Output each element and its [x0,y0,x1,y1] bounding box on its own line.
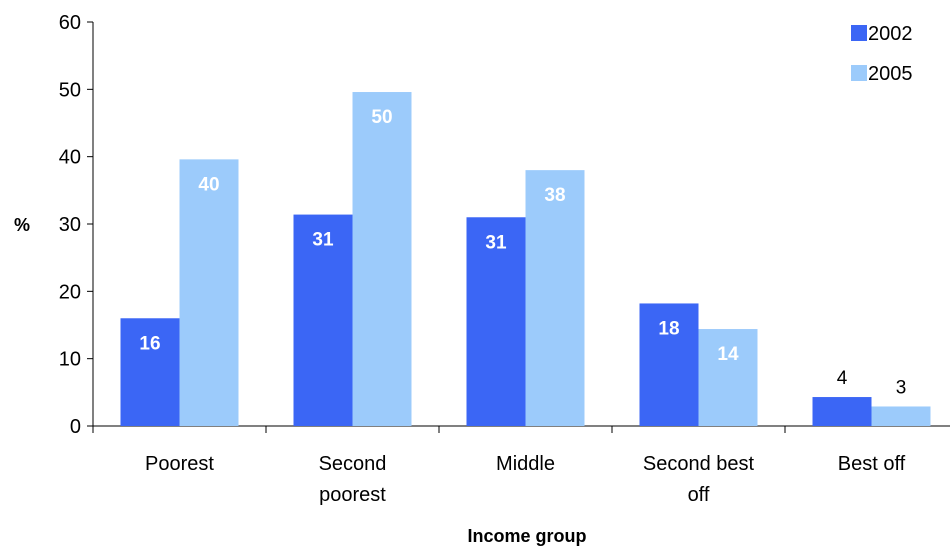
bar-2002 [639,303,699,426]
x-tick-label: Second poorest [319,453,387,506]
bars [120,92,931,427]
x-axis-title: Income group [467,526,586,546]
x-tick-label: Second best off [643,453,755,506]
data-labels: 16 31 31 18 4 40 50 38 14 3 [139,107,906,398]
legend-label-2005: 2005 [868,63,913,85]
legend-label-2002: 2002 [868,23,913,45]
bar-2002 [812,397,872,426]
data-label-2002: 31 [312,230,334,251]
y-axis: 0 10 20 30 40 50 60 [59,12,94,438]
bar-2002 [466,217,526,426]
y-tick-label: 50 [59,79,81,101]
data-label-2005: 38 [544,185,565,206]
x-tick-label: Middle [496,453,555,475]
y-axis-title: % [14,215,30,235]
bar-2005 [525,170,585,426]
legend-swatch-2002 [851,25,867,41]
data-label-2005: 50 [371,107,392,128]
y-tick-label: 0 [70,416,81,438]
y-tick-label: 60 [59,12,81,34]
x-tick-label: Best off [838,453,906,475]
x-tick-label: Poorest [145,453,214,475]
bar-2002 [120,318,180,426]
y-tick-label: 40 [59,147,81,169]
bar-2005 [871,406,931,426]
y-tick-label: 10 [59,349,81,371]
y-tick-label: 20 [59,281,81,303]
legend: 2002 2005 [851,23,913,85]
y-tick-label: 30 [59,214,81,236]
data-label-2002: 18 [658,318,679,339]
bar-2002 [293,214,353,426]
data-label-2005: 3 [896,377,907,398]
bar-2005 [698,329,758,426]
legend-swatch-2005 [851,65,867,81]
data-label-2002: 31 [485,232,507,253]
x-axis: Poorest Second poorest Middle Second best off… [92,425,950,506]
bar-2005 [179,159,239,427]
data-label-2002: 16 [139,333,160,354]
bar-2005 [352,92,412,426]
data-label-2005: 40 [198,174,219,195]
data-label-2002: 4 [837,368,848,389]
data-label-2005: 14 [717,344,739,365]
